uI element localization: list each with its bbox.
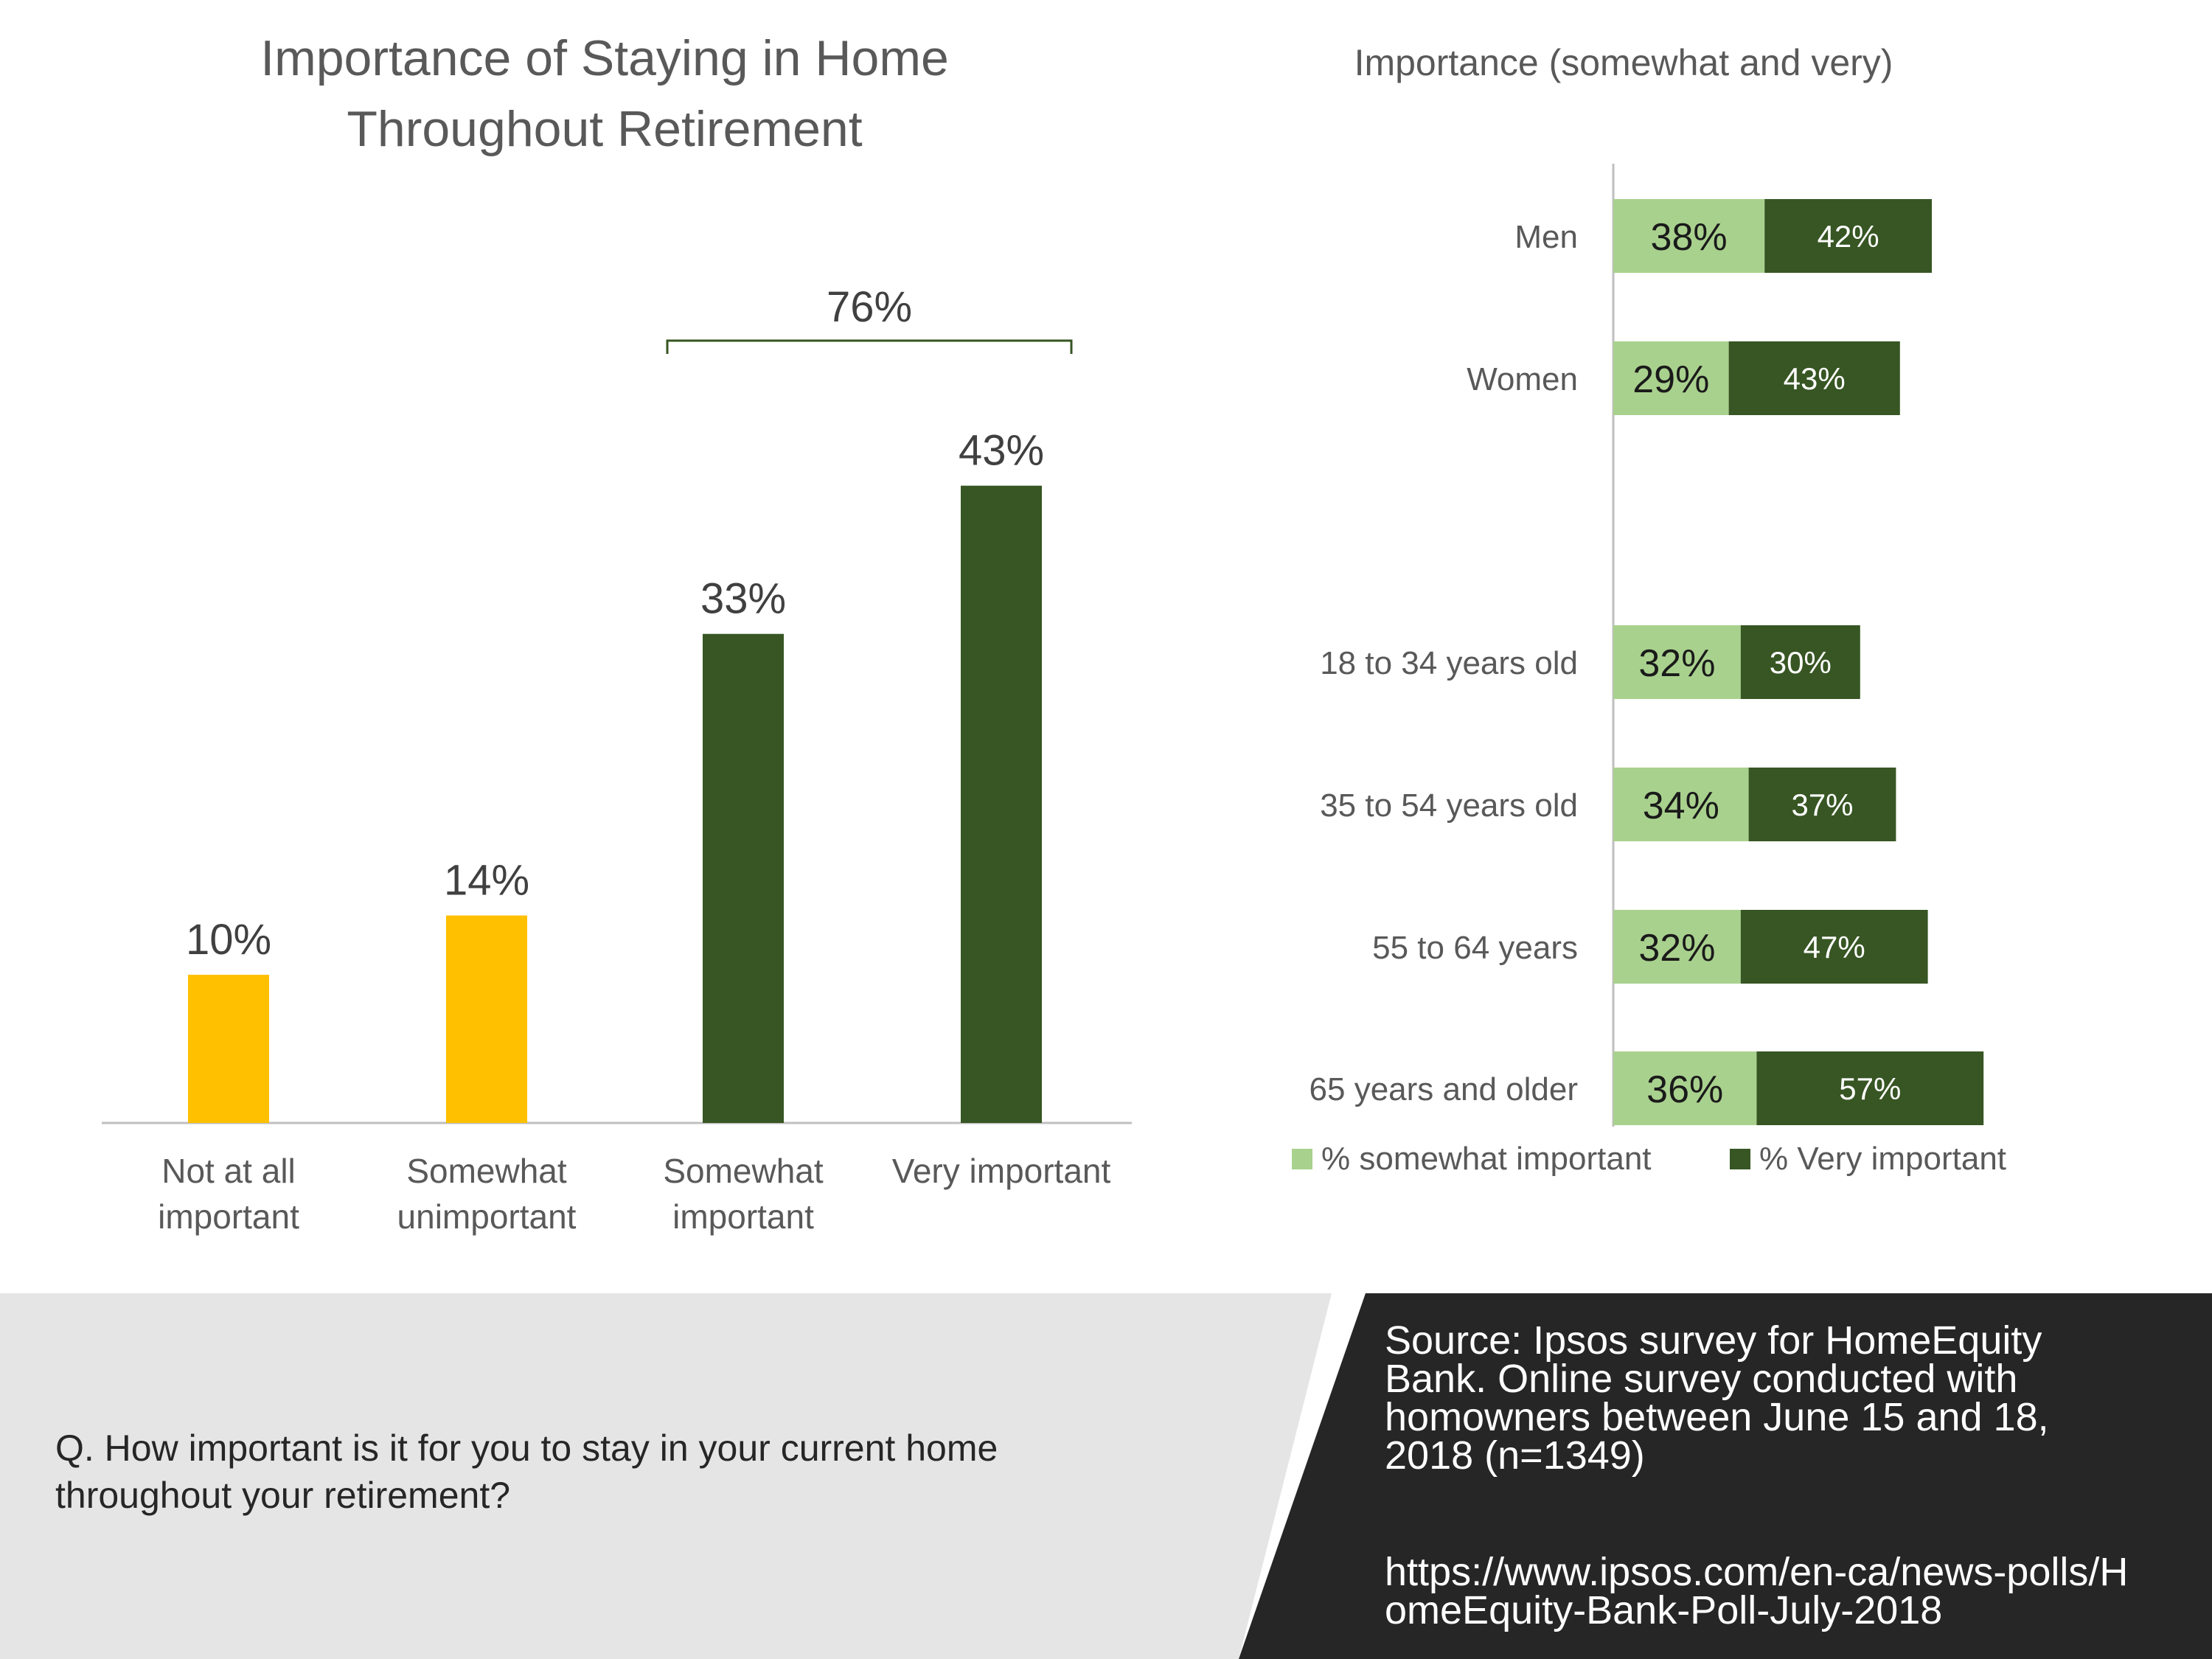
segment-very	[1764, 199, 1932, 273]
row-label: Men	[1514, 219, 1578, 255]
segment-value-label: 42%	[1818, 219, 1879, 254]
bracket-label: 76%	[827, 283, 912, 331]
segment-somewhat	[1613, 341, 1729, 415]
left-chart-title-line2: Throughout Retirement	[347, 101, 862, 157]
segment-value-label: 37%	[1791, 787, 1853, 822]
segment-somewhat	[1613, 768, 1749, 841]
segment-very	[1756, 1051, 1984, 1125]
left-bar-chart: 10% Not at all important 14% Somewhat unimpor…	[102, 283, 1132, 1236]
right-stacked-bar-chart: Men 38% 42% Women 29% 43% 18 to 34 years old 32…	[1292, 164, 2006, 1177]
category-label: unimportant	[397, 1197, 577, 1236]
segment-value-label: 36%	[1646, 1068, 1723, 1111]
segment-somewhat	[1613, 625, 1741, 699]
legend-label: % Very important	[1759, 1141, 2006, 1177]
segment-value-label: 43%	[1784, 361, 1846, 396]
segment-somewhat	[1613, 1051, 1757, 1125]
segment-somewhat	[1613, 199, 1765, 273]
segment-very	[1728, 341, 1900, 415]
footer-dark-panel	[1239, 1293, 2212, 1659]
row-label: Women	[1467, 361, 1578, 397]
segment-very	[1748, 768, 1896, 841]
bar-somewhat-unimportant	[446, 915, 527, 1123]
segment-value-label: 38%	[1651, 216, 1728, 259]
segment-value-label: 47%	[1804, 930, 1865, 964]
left-chart-title-line1: Importance of Staying in Home	[260, 30, 949, 86]
segment-very	[1740, 910, 1928, 984]
bar-value-label: 43%	[959, 427, 1044, 475]
right-chart-title: Importance (somewhat and very)	[1354, 42, 1893, 83]
legend-swatch-somewhat	[1292, 1149, 1312, 1169]
legend-label: % somewhat important	[1321, 1141, 1652, 1177]
source-note: Source: Ipsos survey for HomeEquity Bank…	[1385, 1318, 2049, 1478]
segment-value-label: 30%	[1770, 645, 1832, 680]
segment-value-label: 32%	[1638, 927, 1715, 970]
category-label: Not at all	[161, 1152, 296, 1190]
category-label: Very important	[892, 1152, 1111, 1190]
legend-swatch-very	[1730, 1149, 1750, 1169]
category-label: Somewhat	[406, 1152, 567, 1190]
bar-value-label: 14%	[444, 857, 529, 905]
row-label: 55 to 64 years	[1372, 930, 1578, 966]
category-label: important	[672, 1197, 814, 1236]
row-label: 18 to 34 years old	[1320, 645, 1578, 681]
segment-value-label: 32%	[1638, 642, 1715, 685]
category-label: Somewhat	[663, 1152, 824, 1190]
segment-value-label: 29%	[1632, 358, 1709, 401]
bar-value-label: 33%	[700, 575, 786, 623]
category-label: important	[158, 1197, 299, 1236]
survey-question: Q. How important is it for you to stay i…	[55, 1427, 998, 1516]
bar-somewhat-important	[703, 633, 784, 1123]
segment-value-label: 34%	[1643, 785, 1719, 827]
bar-not-at-all-important	[188, 975, 269, 1123]
bar-very-important	[961, 485, 1042, 1123]
segment-somewhat	[1613, 910, 1741, 984]
row-label: 35 to 54 years old	[1320, 787, 1578, 824]
segment-value-label: 57%	[1839, 1071, 1901, 1106]
bar-value-label: 10%	[186, 916, 271, 964]
segment-very	[1740, 625, 1860, 699]
source-url: https://www.ipsos.com/en-ca/news-polls/H…	[1385, 1550, 2129, 1632]
footer-light-panel	[0, 1293, 1332, 1659]
row-label: 65 years and older	[1310, 1071, 1578, 1107]
bracket-line	[666, 339, 1073, 354]
